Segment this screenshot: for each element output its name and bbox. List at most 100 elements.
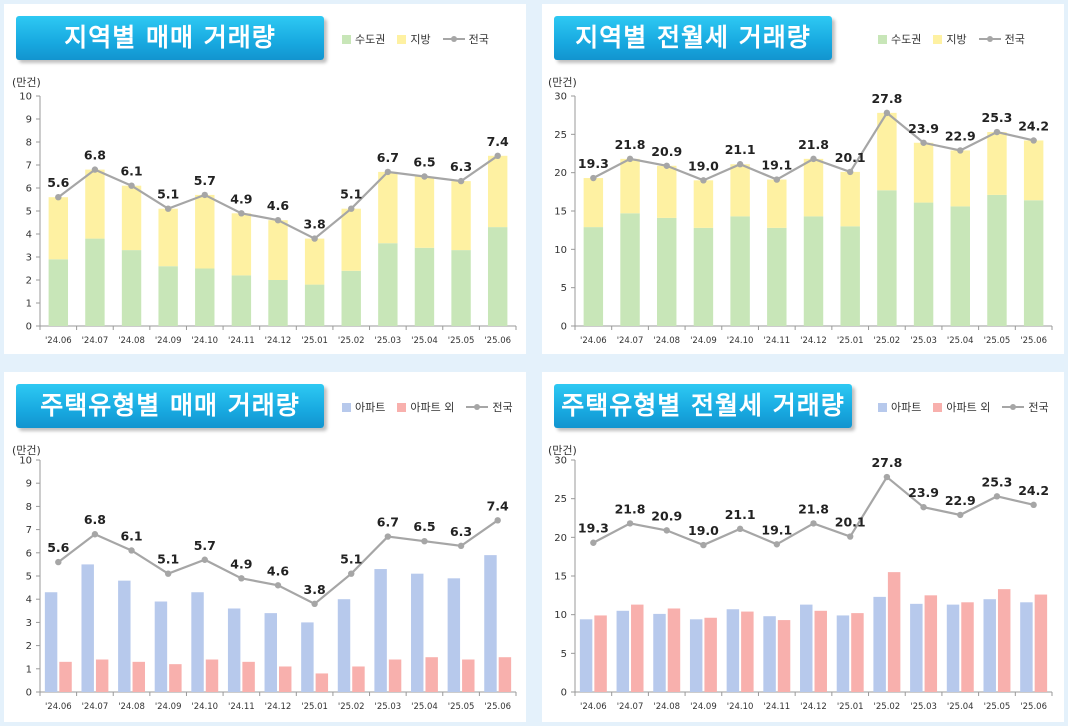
bar-segment-region xyxy=(913,142,934,203)
legend-item-national: 전국 xyxy=(442,31,489,47)
bar-apt xyxy=(579,619,593,692)
panel-region-sales: 지역별 매매 거래량 수도권 지방 전국 (만건) 0 1 2 3 4 5 6 7 8 9 10 '2… xyxy=(4,4,526,354)
point-national xyxy=(421,173,428,180)
data-label-national: 19.1 xyxy=(761,158,792,173)
data-label-national: 19.1 xyxy=(761,522,792,537)
bar-non-apt xyxy=(315,673,329,692)
bar-apt xyxy=(154,601,168,692)
x-tick-label: '25.06 xyxy=(1020,336,1047,346)
x-tick-label: '25.04 xyxy=(947,336,974,346)
data-label-national: 19.0 xyxy=(688,158,719,173)
bar-segment-metro xyxy=(987,194,1007,326)
x-tick-label: '25.01 xyxy=(301,702,328,712)
data-label-national: 20.1 xyxy=(835,150,866,165)
data-label-national: 7.4 xyxy=(487,134,509,149)
legend-item-non-apt: 아파트 외 xyxy=(933,399,990,415)
bar-segment-region xyxy=(693,180,714,228)
bar-apt xyxy=(800,604,813,692)
point-national xyxy=(700,541,707,549)
point-national xyxy=(626,155,634,163)
x-tick-label: '24.09 xyxy=(690,336,717,346)
y-tick-label: 7 xyxy=(26,161,32,172)
y-tick-label: 2 xyxy=(26,276,32,287)
data-label-national: 6.5 xyxy=(413,519,435,534)
data-label-national: 20.9 xyxy=(651,144,682,159)
x-tick-label: '25.02 xyxy=(338,702,365,712)
x-tick-label: '24.07 xyxy=(617,336,644,346)
x-tick-label: '24.07 xyxy=(82,336,109,346)
data-label-national: 21.1 xyxy=(725,142,756,157)
data-label-national: 5.1 xyxy=(157,552,179,567)
data-label-national: 5.7 xyxy=(194,538,216,553)
bar-segment-metro xyxy=(121,250,142,326)
bar-segment-region xyxy=(877,112,897,191)
point-national xyxy=(883,473,891,481)
unit-label: (만건) xyxy=(548,76,577,89)
bar-segment-metro xyxy=(48,259,69,326)
x-tick-label: '24.08 xyxy=(118,336,145,346)
bar-segment-region xyxy=(767,179,787,228)
bar-apt xyxy=(44,592,58,692)
y-tick-label: 8 xyxy=(26,138,32,149)
bar-segment-metro xyxy=(693,227,714,326)
x-tick-label: '24.10 xyxy=(191,336,218,346)
point-national xyxy=(311,235,318,242)
y-tick-label: 7 xyxy=(26,525,32,536)
panel-region-rent: 지역별 전월세 거래량 수도권 지방 전국 (만건) 0 5 10 15 20 25 30 '… xyxy=(542,4,1064,354)
point-national xyxy=(348,570,355,577)
legend-item-national: 전국 xyxy=(1002,399,1049,415)
x-tick-label: '24.10 xyxy=(727,702,754,712)
chart-region-sales: 0 1 2 3 4 5 6 7 8 9 10 '24.06 '24.07 '24.08 '24.09 '24.… xyxy=(19,92,517,346)
bar-apt xyxy=(689,619,703,692)
legend-item-region: 지방 xyxy=(933,31,967,47)
data-label-national: 4.9 xyxy=(230,556,252,571)
point-national xyxy=(457,177,465,185)
bar-apt xyxy=(374,569,387,692)
data-label-national: 21.8 xyxy=(615,137,646,152)
bar-non-apt xyxy=(462,659,475,692)
x-tick-label: '24.09 xyxy=(155,336,182,346)
legend-swatch-non-apt xyxy=(397,402,407,412)
bar-segment-metro xyxy=(158,266,178,326)
bar-segment-metro xyxy=(85,238,105,326)
legend-swatch-region xyxy=(933,34,943,44)
bar-segment-metro xyxy=(304,284,325,326)
bar-non-apt xyxy=(814,610,827,692)
x-tick-label: '25.02 xyxy=(874,702,901,712)
point-national xyxy=(494,152,501,159)
x-tick-label: '25.04 xyxy=(411,702,438,712)
bar-apt xyxy=(301,622,314,692)
bar-segment-metro xyxy=(913,202,934,326)
bar-apt xyxy=(983,599,996,692)
legend-swatch-metro xyxy=(342,34,351,44)
data-label-national: 27.8 xyxy=(871,455,902,470)
legend-line-national xyxy=(442,34,465,44)
y-tick-label: 30 xyxy=(554,456,567,467)
bar-segment-region xyxy=(657,165,677,218)
y-tick-label: 4 xyxy=(26,595,32,606)
data-label-national: 21.8 xyxy=(798,501,829,516)
bar-segment-metro xyxy=(950,206,970,326)
panel-title: 지역별 매매 거래량 xyxy=(16,16,324,60)
bar-non-apt xyxy=(704,617,717,692)
y-tick-label: 30 xyxy=(554,92,567,103)
y-tick-label: 20 xyxy=(554,533,567,544)
bar-segment-region xyxy=(85,169,105,239)
legend-item-metro: 수도권 xyxy=(342,31,385,47)
bar-non-apt xyxy=(279,666,292,692)
legend-item-apt: 아파트 xyxy=(878,399,921,415)
bar-segment-metro xyxy=(231,275,252,326)
y-tick-label: 3 xyxy=(26,253,32,264)
bar-apt xyxy=(447,578,461,692)
x-tick-label: '24.06 xyxy=(580,336,607,346)
bar-apt xyxy=(836,615,850,692)
bar-segment-metro xyxy=(487,227,508,326)
bar-segment-region xyxy=(48,197,69,260)
point-national xyxy=(736,161,744,168)
point-national xyxy=(957,511,964,519)
bar-apt xyxy=(337,599,351,692)
bar-segment-region xyxy=(950,150,970,207)
bar-non-apt xyxy=(997,589,1011,692)
bar-segment-region xyxy=(341,208,361,271)
point-national xyxy=(55,558,62,566)
